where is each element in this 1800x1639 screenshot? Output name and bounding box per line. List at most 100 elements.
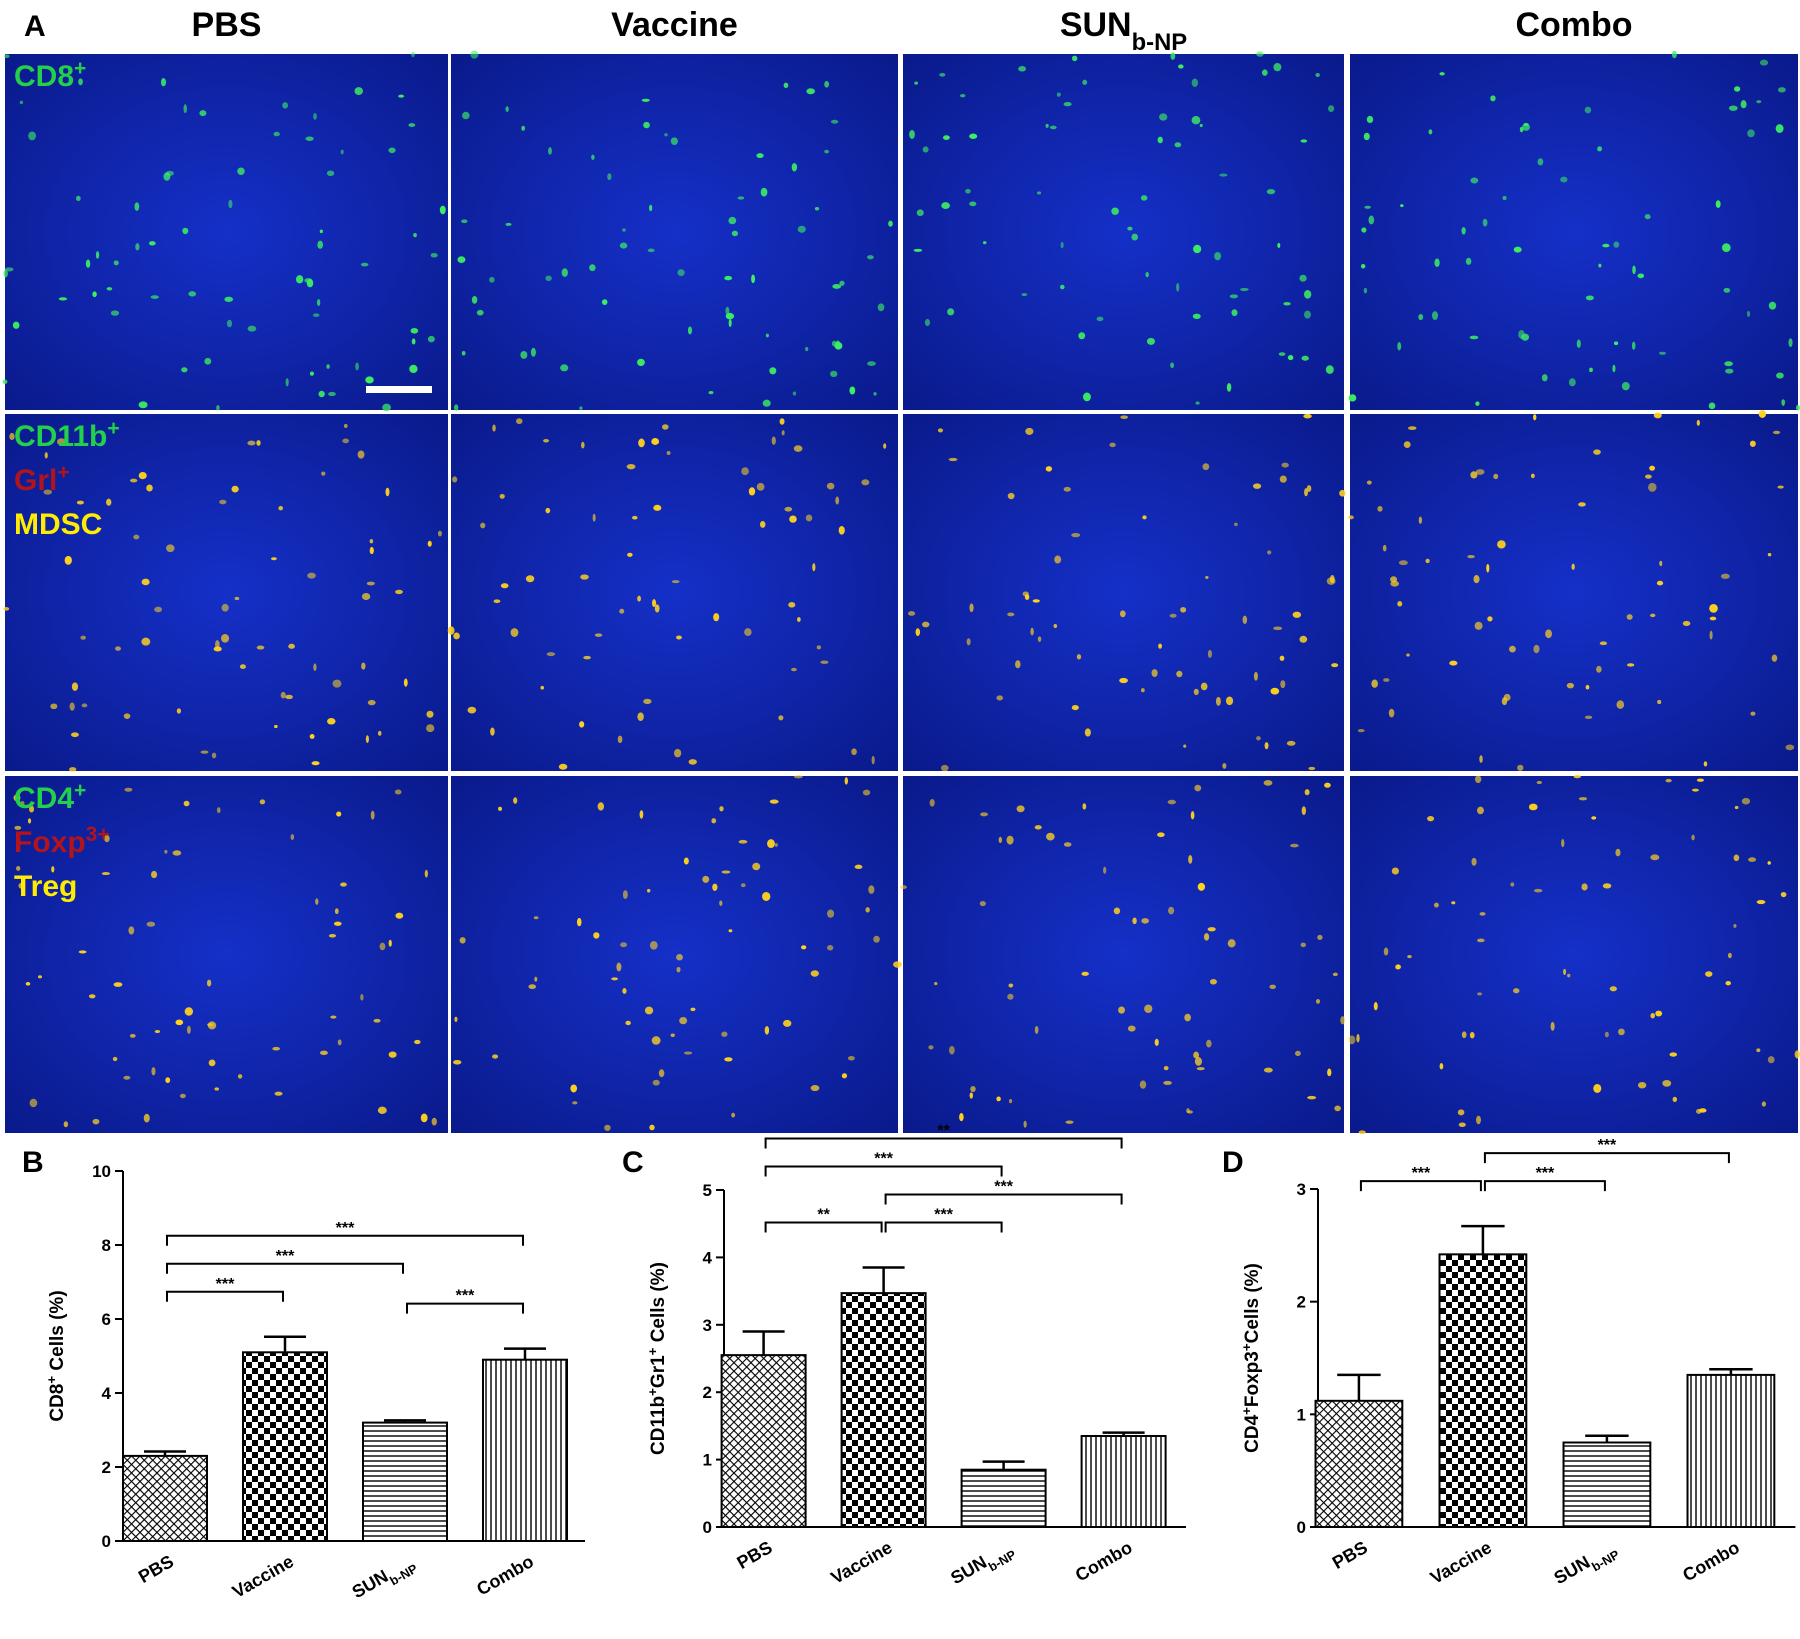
text-part: + xyxy=(1239,1343,1254,1351)
cell-signal xyxy=(1159,113,1168,121)
cell-signal xyxy=(462,111,470,120)
cell-signal xyxy=(627,552,633,557)
cell-signal xyxy=(676,954,683,961)
cell-signal xyxy=(1733,854,1740,862)
cell-signal xyxy=(1682,620,1691,627)
cell-signal xyxy=(1306,485,1312,492)
micrograph xyxy=(1350,54,1798,410)
cell-signal xyxy=(649,940,658,950)
row-label: CD11b+ xyxy=(14,417,120,454)
significance-bracket xyxy=(764,1165,1003,1177)
text-part: + xyxy=(645,1347,660,1355)
cell-signal xyxy=(965,188,971,194)
cell-signal xyxy=(581,441,585,449)
cell-signal xyxy=(1222,762,1227,769)
cell-signal xyxy=(388,147,396,154)
cell-signal xyxy=(1339,489,1346,497)
cell-signal xyxy=(411,51,415,58)
cell-signal xyxy=(1363,132,1370,141)
cell-signal xyxy=(1158,643,1163,649)
cell-signal xyxy=(1018,66,1027,72)
cell-signal xyxy=(1127,226,1133,231)
cell-signal xyxy=(909,129,915,139)
cell-signal xyxy=(516,418,523,425)
cell-signal xyxy=(1078,332,1086,340)
cell-signal xyxy=(113,260,119,266)
text-part: CD8 xyxy=(14,60,74,93)
cell-signal xyxy=(1191,78,1199,88)
y-tick-label: 1 xyxy=(1297,1405,1306,1424)
cell-signal xyxy=(1756,100,1762,104)
cell-signal xyxy=(877,303,885,312)
cell-signal xyxy=(309,734,315,739)
cell-signal xyxy=(1373,1002,1378,1011)
cell-signal xyxy=(280,691,286,699)
y-tick-label: 4 xyxy=(703,1248,713,1267)
cell-signal xyxy=(942,135,950,140)
significance-label: *** xyxy=(874,1151,893,1168)
cell-signal xyxy=(471,296,478,304)
cell-signal xyxy=(1476,1115,1481,1125)
cell-signal xyxy=(1008,983,1014,988)
cell-signal xyxy=(427,335,435,343)
cell-signal xyxy=(1568,378,1576,387)
cell-signal xyxy=(1303,289,1312,299)
cell-signal xyxy=(1406,653,1410,657)
cell-signal xyxy=(1231,309,1238,317)
cell-signal xyxy=(534,976,538,982)
cell-signal xyxy=(1759,59,1769,66)
bar xyxy=(122,1454,208,1543)
cell-signal xyxy=(28,131,37,141)
cell-signal xyxy=(737,196,745,200)
cell-signal xyxy=(914,81,918,85)
cell-signal xyxy=(1034,1025,1039,1034)
cell-signal xyxy=(1585,684,1590,690)
cell-signal xyxy=(457,256,466,263)
cell-signal xyxy=(226,319,233,328)
cell-signal xyxy=(1371,679,1378,688)
cell-signal xyxy=(151,870,158,879)
significance-label: *** xyxy=(456,1288,475,1305)
cell-signal xyxy=(1566,682,1575,689)
y-tick-label: 3 xyxy=(1297,1180,1306,1199)
cell-signal xyxy=(1145,272,1149,278)
cell-signal xyxy=(1025,427,1034,435)
cell-signal xyxy=(1063,101,1072,107)
cell-signal xyxy=(873,935,880,943)
cell-signal xyxy=(639,810,644,819)
cell-signal xyxy=(1301,806,1306,815)
cell-signal xyxy=(867,361,876,366)
cell-signal xyxy=(1528,803,1538,811)
cell-signal xyxy=(820,660,829,664)
cell-signal xyxy=(377,730,382,736)
cell-signal xyxy=(724,275,733,281)
cell-signal xyxy=(1467,555,1475,559)
cell-signal xyxy=(44,452,48,459)
cell-signal xyxy=(1659,560,1663,567)
cell-signal xyxy=(1724,361,1733,367)
cell-signal xyxy=(1140,195,1148,201)
cell-signal xyxy=(1151,669,1158,677)
cell-signal xyxy=(1428,129,1433,135)
cell-signal xyxy=(1761,1101,1767,1107)
cell-signal xyxy=(996,1096,1001,1102)
cell-signal xyxy=(1007,492,1015,500)
cell-signal xyxy=(1186,1108,1190,1114)
cell-signal xyxy=(1234,522,1238,527)
cell-signal xyxy=(1054,555,1062,564)
cell-signal xyxy=(702,875,710,883)
cell-signal xyxy=(1377,505,1383,512)
cell-signal xyxy=(969,1092,974,1099)
cell-signal xyxy=(619,608,625,614)
cell-signal xyxy=(1202,463,1210,471)
panel-label: A xyxy=(24,10,46,43)
cell-signal xyxy=(721,870,731,874)
cell-signal xyxy=(1578,797,1588,801)
cell-signal xyxy=(13,794,21,802)
cell-signal xyxy=(922,146,929,153)
text-part: Grl xyxy=(14,464,57,497)
cell-signal xyxy=(1184,1013,1191,1022)
cell-signal xyxy=(1207,649,1212,659)
panel-label: C xyxy=(622,1146,644,1179)
